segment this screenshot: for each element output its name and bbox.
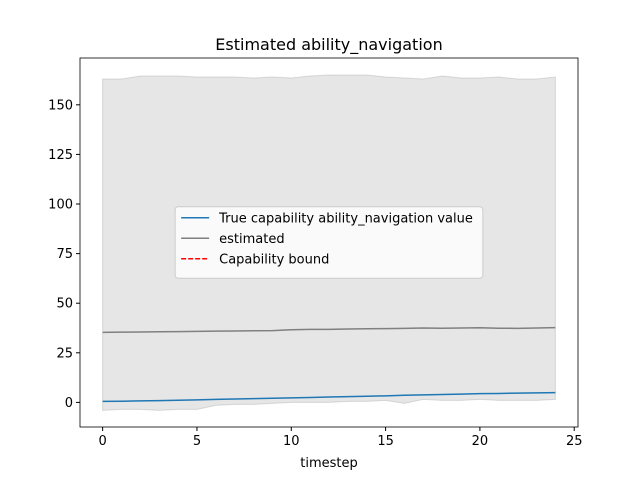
x-tick-label: 5 — [193, 434, 201, 449]
x-tick-label: 20 — [472, 434, 489, 449]
x-axis-label: timestep — [300, 456, 358, 471]
legend-label: Capability bound — [219, 252, 329, 267]
x-tick-label: 0 — [98, 434, 106, 449]
y-tick-label: 0 — [65, 396, 73, 411]
series-line — [102, 391, 556, 403]
series-line — [102, 326, 556, 334]
legend-label: estimated — [219, 232, 284, 247]
x-tick-label: 10 — [283, 434, 300, 449]
x-tick-label: 15 — [377, 434, 394, 449]
y-tick-label: 150 — [48, 98, 73, 113]
legend-box — [174, 206, 484, 279]
y-tick-label: 125 — [48, 148, 73, 163]
legend: True capability ability_navigation value… — [174, 206, 484, 279]
chart-title: Estimated ability_navigation — [215, 35, 442, 55]
y-tick-label: 50 — [56, 297, 73, 312]
y-tick-label: 100 — [48, 198, 73, 213]
y-tick-label: 25 — [56, 346, 73, 361]
legend-label: True capability ability_navigation value — [218, 211, 473, 226]
x-tick-label: 25 — [566, 434, 583, 449]
plot-frame — [79, 57, 579, 428]
y-tick-label: 75 — [56, 247, 73, 262]
